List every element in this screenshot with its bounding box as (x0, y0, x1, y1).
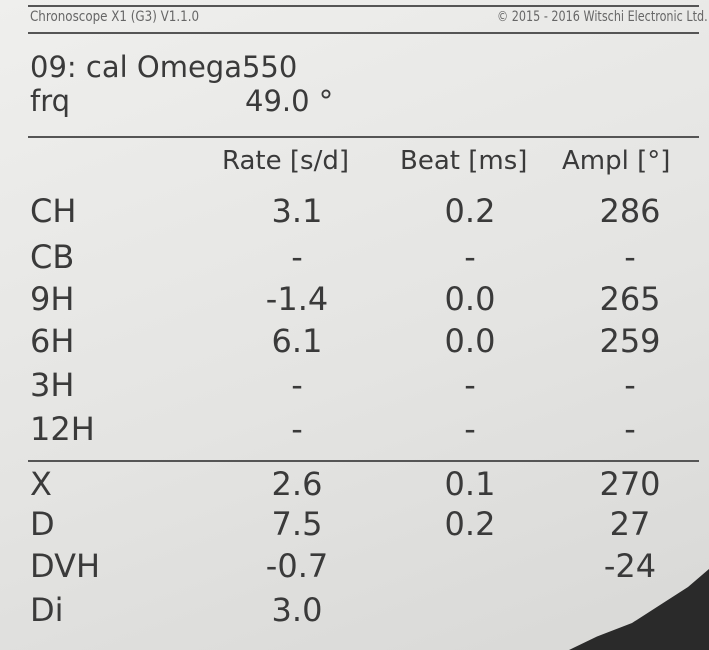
cell-label: CH (30, 192, 77, 230)
summary-row: Di 3.0 (0, 591, 709, 633)
top-rule (28, 5, 699, 7)
cell-label: D (30, 505, 55, 543)
cell-beat: - (464, 366, 476, 404)
cell-label: 12H (30, 410, 95, 448)
position-row: 6H 6.1 0.0 259 (0, 322, 709, 364)
cell-ampl: - (624, 238, 636, 276)
cell-label: 3H (30, 366, 75, 404)
cell-label: X (30, 465, 52, 503)
summary-row: D 7.5 0.2 27 (0, 505, 709, 547)
cell-rate: 6.1 (271, 322, 323, 360)
cell-beat: - (464, 410, 476, 448)
cell-label: 9H (30, 280, 75, 318)
cell-ampl: -24 (603, 547, 657, 585)
col-ampl: Ampl [°] (562, 146, 671, 176)
frq-value: 49.0 ° (245, 84, 334, 118)
summary-rule (28, 460, 699, 462)
software-version: Chronoscope X1 (G3) V1.1.0 (30, 9, 200, 25)
position-row: 3H - - - (0, 366, 709, 408)
cell-label: CB (30, 238, 75, 276)
cell-beat: 0.0 (444, 280, 496, 318)
cell-ampl: 265 (599, 280, 661, 318)
cell-beat: 0.2 (444, 192, 496, 230)
section-rule (28, 136, 699, 138)
cell-rate: -1.4 (265, 280, 329, 318)
summary-row: DVH -0.7 -24 (0, 547, 709, 589)
position-row: CH 3.1 0.2 286 (0, 192, 709, 234)
cell-ampl: - (624, 410, 636, 448)
cell-ampl: 259 (599, 322, 661, 360)
cell-rate: 7.5 (271, 505, 323, 543)
cell-ampl: 286 (599, 192, 661, 230)
position-row: CB - - - (0, 238, 709, 280)
cell-rate: - (291, 410, 303, 448)
cell-beat: 0.1 (444, 465, 496, 503)
cell-beat: 0.2 (444, 505, 496, 543)
cell-ampl: 270 (599, 465, 661, 503)
cell-label: 6H (30, 322, 75, 360)
frq-label: frq (30, 84, 71, 118)
program-title: 09: cal Omega550 (30, 50, 298, 84)
cell-rate: - (291, 238, 303, 276)
position-row: 9H -1.4 0.0 265 (0, 280, 709, 322)
cell-rate: - (291, 366, 303, 404)
copyright: © 2015 - 2016 Witschi Electronic Ltd. (497, 9, 708, 25)
cell-ampl: - (624, 366, 636, 404)
cell-label: Di (30, 591, 64, 629)
cell-rate: 2.6 (271, 465, 323, 503)
cell-ampl: 27 (609, 505, 651, 543)
cell-rate: -0.7 (265, 547, 329, 585)
header-rule (28, 32, 699, 34)
cell-label: DVH (30, 547, 101, 585)
cell-beat: 0.0 (444, 322, 496, 360)
col-rate: Rate [s/d] (222, 146, 349, 176)
cell-rate: 3.1 (271, 192, 323, 230)
summary-row: X 2.6 0.1 270 (0, 465, 709, 507)
cell-beat: - (464, 238, 476, 276)
cell-rate: 3.0 (271, 591, 323, 629)
col-beat: Beat [ms] (400, 146, 528, 176)
position-row: 12H - - - (0, 410, 709, 452)
